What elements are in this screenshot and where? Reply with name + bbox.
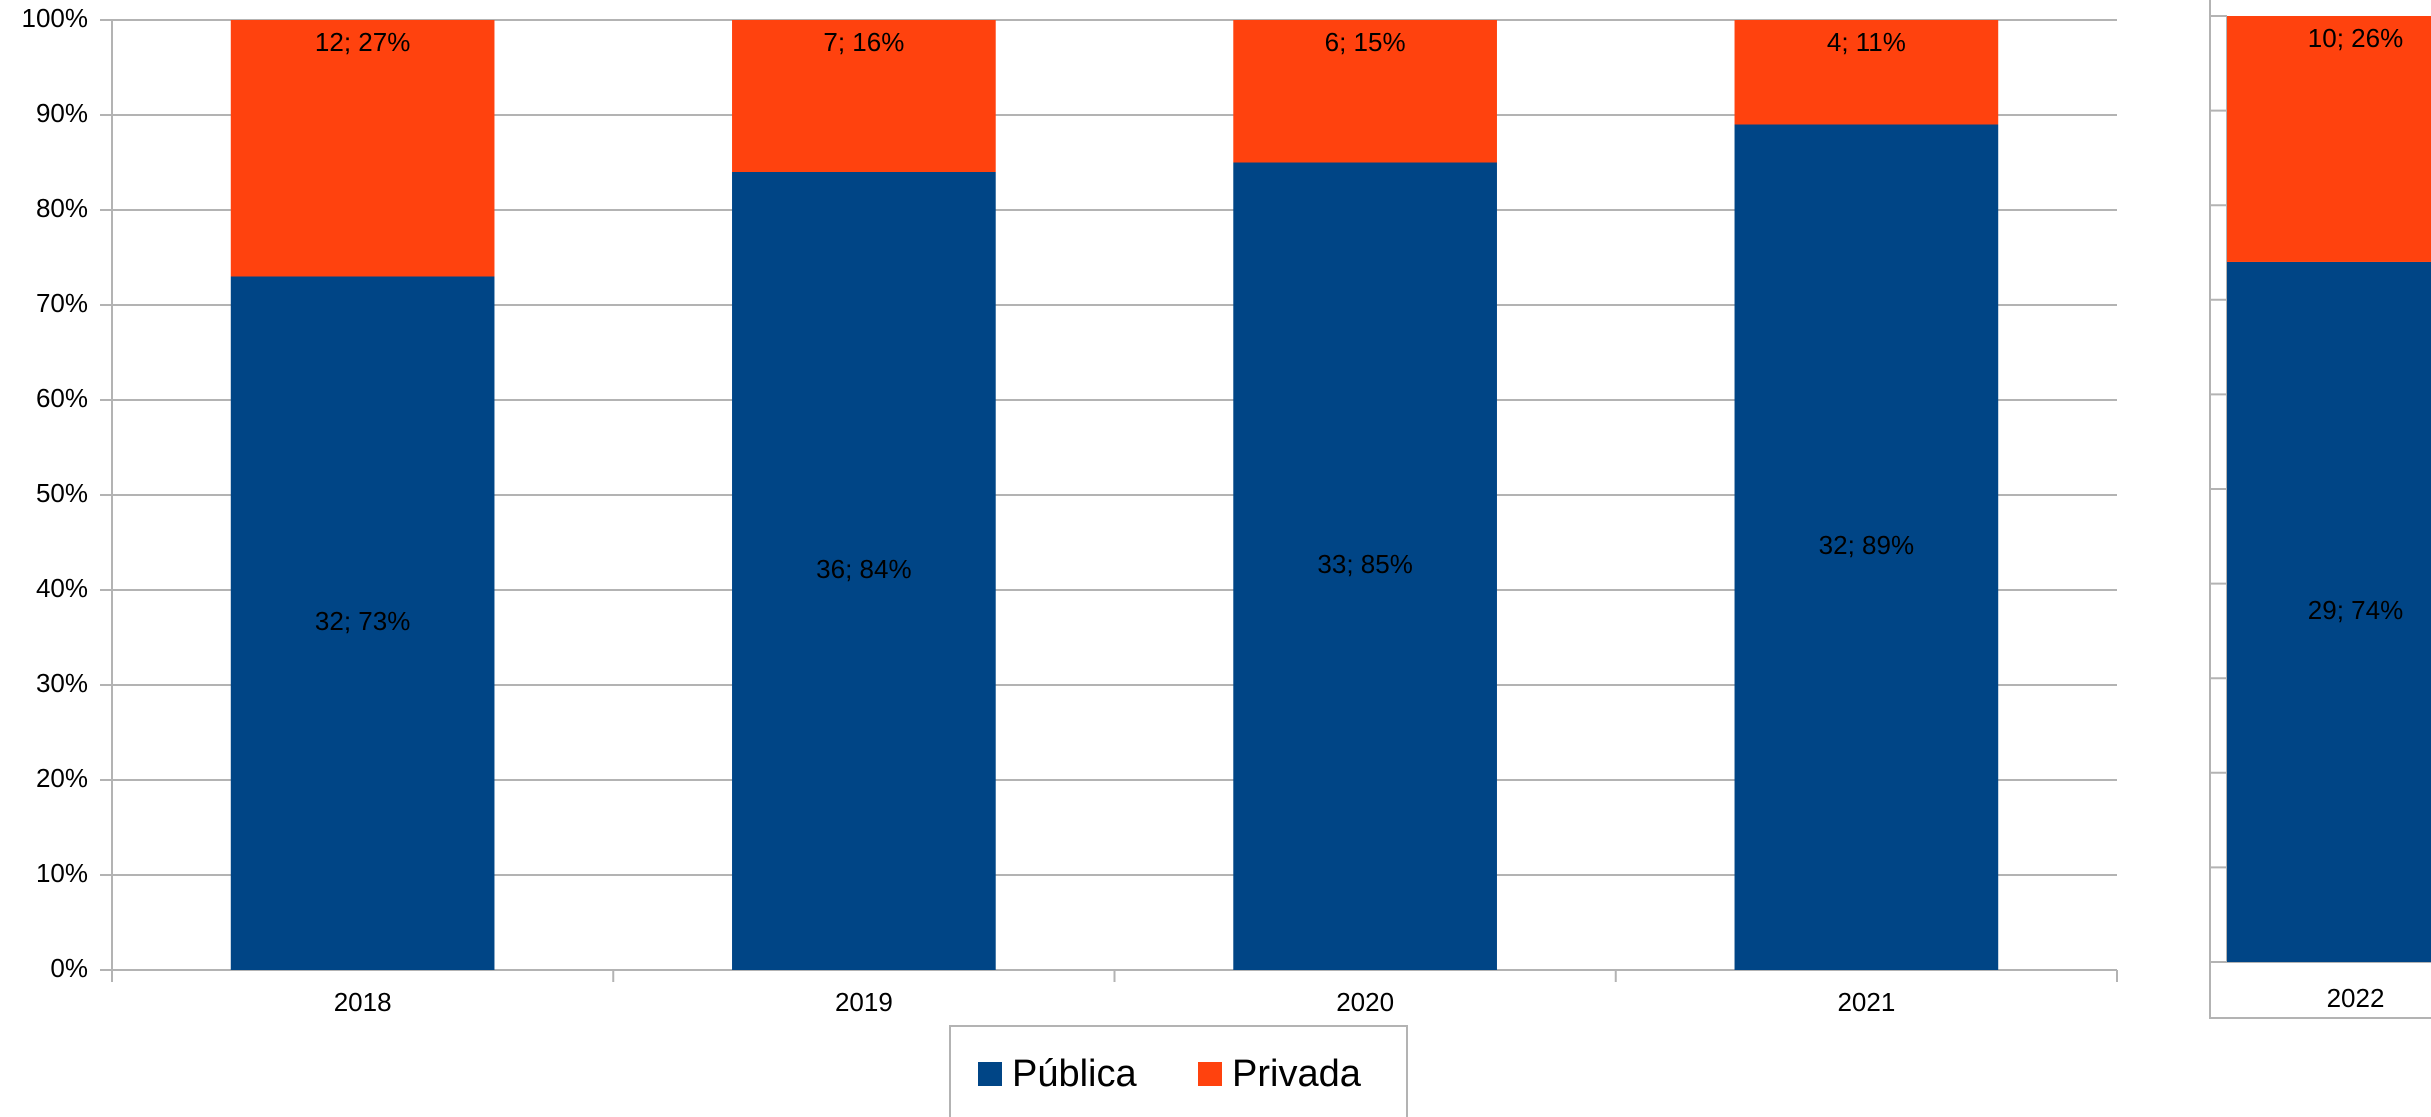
data-label: 32; 89% [1819,530,1914,560]
x-tick-label: 2019 [835,987,893,1017]
y-tick-label: 30% [36,668,88,698]
bar-segment [230,276,495,970]
data-label: 33; 85% [1317,549,1412,579]
data-label: 12; 27% [315,27,410,57]
data-label: 4; 11% [1827,27,1906,57]
legend-label: Privada [1232,1053,1362,1095]
y-tick-label: 20% [36,763,88,793]
data-label: 36; 84% [816,554,911,584]
data-label: 10; 26% [2308,23,2403,53]
legend-swatch [1198,1062,1222,1086]
bar-segment [1233,162,1497,970]
y-tick-label: 60% [36,383,88,413]
data-label: 32; 73% [315,606,410,636]
bar-segment [2227,16,2431,262]
y-tick-label: 70% [36,288,88,318]
bar-segment [1734,20,1999,125]
x-tick-label: 2020 [1336,987,1394,1017]
y-tick-label: 0% [50,953,88,983]
y-tick-label: 80% [36,193,88,223]
bar-segment [732,172,996,970]
y-tick-label: 50% [36,478,88,508]
y-tick-label: 90% [36,98,88,128]
y-tick-label: 100% [22,3,89,33]
data-label: 29; 74% [2308,595,2403,625]
bar-segment [1233,20,1497,163]
legend-frame [949,1025,1408,1117]
data-label: 6; 15% [1325,27,1406,57]
x-tick-label: 2018 [334,987,392,1017]
y-tick-label: 40% [36,573,88,603]
x-tick-label: 2021 [1837,987,1895,1017]
bar-segment [732,20,996,172]
legend-swatch [978,1062,1002,1086]
bar-segment [1734,124,1999,970]
legend-label: Pública [1012,1053,1137,1095]
bar-segment [2227,261,2431,963]
data-label: 7; 16% [823,27,904,57]
y-tick-label: 10% [36,858,88,888]
x-tick-label: 2022 [2327,983,2385,1013]
bar-segment [230,20,495,277]
